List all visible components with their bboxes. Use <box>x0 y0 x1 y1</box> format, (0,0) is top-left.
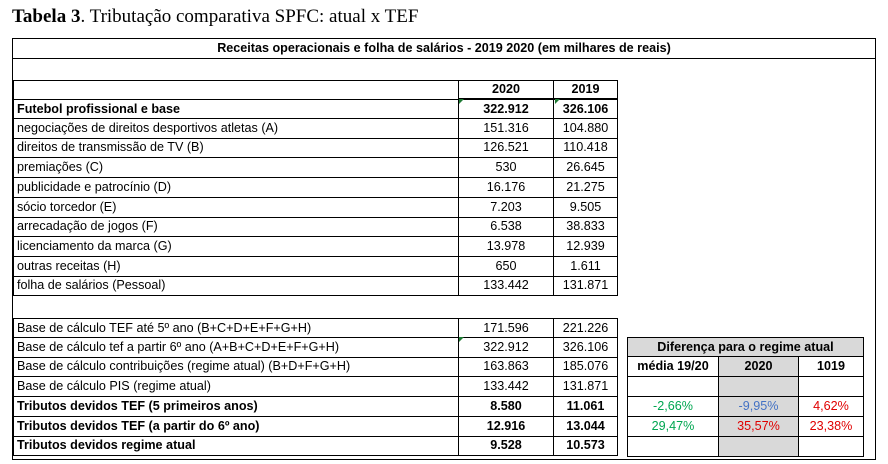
rows-label: folha de salários (Pessoal) <box>13 276 458 296</box>
diff-r2-1019: 23,38% <box>799 417 864 437</box>
header-2019: 2019 <box>554 80 618 99</box>
rows-label: premiações (C) <box>13 158 458 178</box>
diff-blank-5 <box>719 437 799 457</box>
diff-blank-6 <box>799 437 864 457</box>
diff-header-2020: 2020 <box>719 357 799 377</box>
rows-value-2020: 16.176 <box>458 178 554 198</box>
rows-label: sócio torcedor (E) <box>13 198 458 218</box>
rows2-label: Base de cálculo PIS (regime atual) <box>13 377 458 397</box>
table-title: Receitas operacionais e folha de salário… <box>13 39 875 59</box>
diff-r2-2020: 35,57% <box>719 417 799 437</box>
rows-value-2020: 151.316 <box>458 119 554 139</box>
diff-r1-2020: -9,95% <box>719 397 799 417</box>
rows-value-2019: 131.871 <box>554 276 618 296</box>
rows2-value-2019: 10.573 <box>554 436 618 456</box>
rows-value-2019: 38.833 <box>554 217 618 237</box>
header-label-blank <box>13 80 458 99</box>
rows-label: outras receitas (H) <box>13 257 458 277</box>
rows2-value-2019: 11.061 <box>554 397 618 417</box>
diff-blank-4 <box>627 437 719 457</box>
rows2-label: Base de cálculo TEF até 5º ano (B+C+D+E+… <box>13 318 458 338</box>
diff-r1-media: -2,66% <box>627 397 719 417</box>
rows-value-2020: 650 <box>458 257 554 277</box>
rows2-label: Base de cálculo tef a partir 6º ano (A+B… <box>13 338 458 358</box>
diff-blank-2 <box>719 377 799 397</box>
rows-value-2020: 322.912 <box>458 99 554 119</box>
rows-label: negociações de direitos desportivos atle… <box>13 119 458 139</box>
caption-label: Tabela 3 <box>12 6 81 27</box>
rows-value-2020: 126.521 <box>458 138 554 158</box>
rows-value-2019: 104.880 <box>554 119 618 139</box>
rows-label: direitos de transmissão de TV (B) <box>13 138 458 158</box>
rows-label: licenciamento da marca (G) <box>13 237 458 257</box>
rows-value-2019: 1.611 <box>554 257 618 277</box>
rows2-value-2020: 9.528 <box>458 436 554 456</box>
rows-label: arrecadação de jogos (F) <box>13 217 458 237</box>
rows2-value-2020: 171.596 <box>458 318 554 338</box>
diff-header-media: média 19/20 <box>627 357 719 377</box>
rows-value-2020: 133.442 <box>458 276 554 296</box>
rows2-label: Tributos devidos regime atual <box>13 436 458 456</box>
rows2-value-2019: 326.106 <box>554 338 618 358</box>
rows2-value-2019: 131.871 <box>554 377 618 397</box>
table-frame <box>12 38 876 460</box>
diff-title: Diferença para o regime atual <box>627 337 864 357</box>
rows-value-2020: 530 <box>458 158 554 178</box>
rows-value-2019: 26.645 <box>554 158 618 178</box>
rows-value-2019: 21.275 <box>554 178 618 198</box>
cell-marker-1 <box>459 99 464 104</box>
rows2-value-2020: 163.863 <box>458 357 554 377</box>
cell-marker-2 <box>555 99 560 104</box>
rows-value-2020: 7.203 <box>458 198 554 218</box>
rows-value-2020: 13.978 <box>458 237 554 257</box>
rows-value-2019: 110.418 <box>554 138 618 158</box>
rows-value-2019: 326.106 <box>554 99 618 119</box>
diff-blank-1 <box>627 377 719 397</box>
caption-text: . Tributação comparativa SPFC: atual x T… <box>80 6 419 27</box>
rows-value-2020: 6.538 <box>458 217 554 237</box>
rows2-value-2020: 8.580 <box>458 397 554 417</box>
rows2-label: Tributos devidos TEF (5 primeiros anos) <box>13 397 458 417</box>
rows-label: publicidade e patrocínio (D) <box>13 178 458 198</box>
table-caption: Tabela 3. Tributação comparativa SPFC: a… <box>12 6 418 28</box>
rows2-value-2020: 12.916 <box>458 417 554 437</box>
diff-r1-1019: 4,62% <box>799 397 864 417</box>
rows2-value-2019: 13.044 <box>554 417 618 437</box>
rows-value-2019: 9.505 <box>554 198 618 218</box>
diff-header-1019: 1019 <box>799 357 864 377</box>
cell-marker-3 <box>459 337 464 342</box>
rows2-value-2020: 322.912 <box>458 338 554 358</box>
rows2-value-2020: 133.442 <box>458 377 554 397</box>
diff-r2-media: 29,47% <box>627 417 719 437</box>
rows2-label: Tributos devidos TEF (a partir do 6º ano… <box>13 417 458 437</box>
diff-blank-3 <box>799 377 864 397</box>
rows-value-2019: 12.939 <box>554 237 618 257</box>
rows2-value-2019: 221.226 <box>554 318 618 338</box>
rows2-label: Base de cálculo contribuições (regime at… <box>13 357 458 377</box>
rows2-value-2019: 185.076 <box>554 357 618 377</box>
header-2020: 2020 <box>458 80 554 99</box>
rows-label: Futebol profissional e base <box>13 99 458 119</box>
